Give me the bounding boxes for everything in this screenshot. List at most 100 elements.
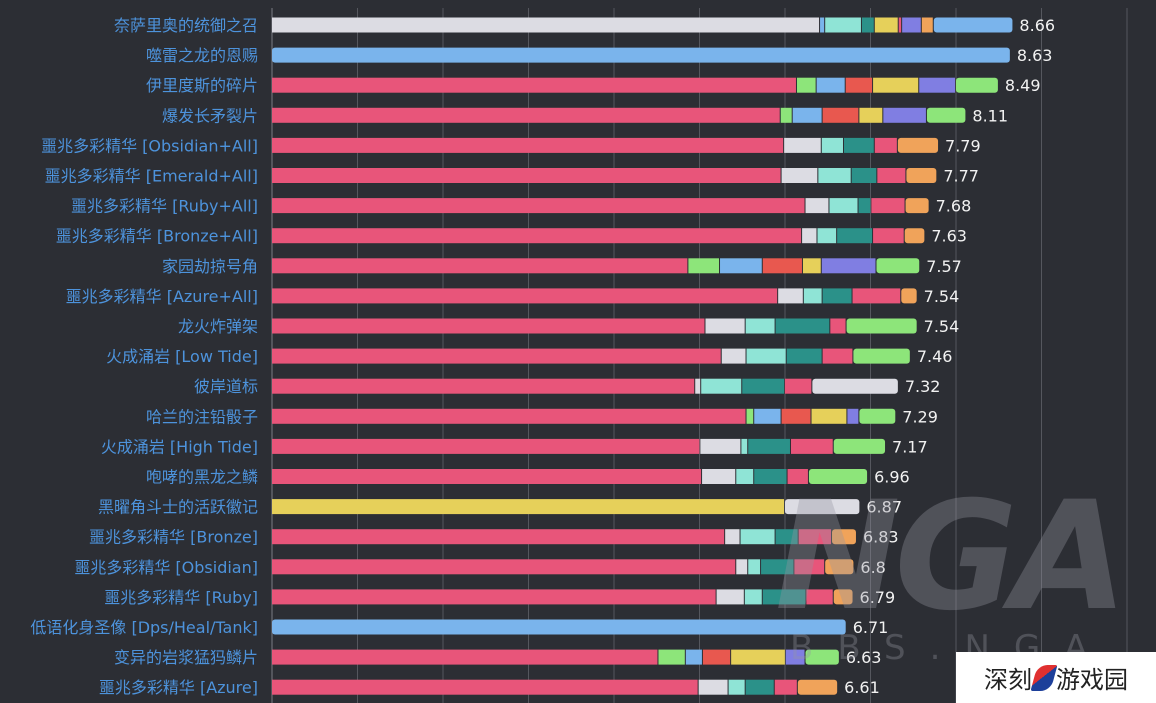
category-label: 噩兆多彩精华 [Bronze] [89, 528, 258, 547]
bar-segment [859, 408, 896, 424]
bar-segment [816, 77, 845, 93]
bar-segment [721, 348, 746, 364]
bar-segment [956, 77, 998, 93]
bar-segment [272, 529, 725, 545]
bar-segment [272, 288, 778, 304]
bar-segment [798, 529, 832, 545]
value-label: 8.66 [1019, 16, 1055, 35]
bar-segment [785, 378, 812, 394]
bar-segment [874, 137, 897, 153]
bar-segment [774, 679, 797, 695]
category-label: 奈萨里奥的统御之召 [114, 16, 258, 35]
logo-text-right: 游戏园 [1056, 666, 1128, 694]
bar-segment [787, 469, 808, 484]
bar-segment [817, 228, 837, 244]
value-label: 7.54 [924, 287, 960, 306]
bar-segment [272, 107, 780, 123]
bar-segment [830, 318, 846, 334]
bar-segment [797, 679, 838, 695]
bar-segment [822, 348, 853, 364]
bar-segment [272, 168, 781, 183]
bar-segment [272, 649, 658, 665]
value-label: 7.57 [926, 257, 962, 276]
bar-segment [775, 529, 798, 545]
bar-segment [272, 77, 796, 93]
bar-segment [272, 228, 802, 244]
category-label: 家园劫掠号角 [162, 257, 258, 276]
bar-segment [736, 559, 748, 575]
category-label: 噩兆多彩精华 [Ruby] [104, 588, 258, 607]
bar-segment [818, 168, 851, 183]
bar-segment [873, 77, 919, 93]
value-label: 8.11 [972, 106, 1008, 125]
bar-segment [740, 529, 775, 545]
bar-segment [658, 649, 685, 665]
category-label: 咆哮的黑龙之鳞 [146, 468, 258, 487]
bar-segment [744, 589, 762, 605]
bar-segment [805, 649, 839, 665]
bar-segment [833, 589, 853, 605]
bar-segment [695, 378, 701, 394]
bar-segment [761, 559, 794, 575]
bar-segment [897, 137, 939, 153]
category-label: 爆发长矛裂片 [162, 106, 258, 125]
bar-segment [785, 499, 860, 515]
bar-segment [919, 77, 955, 93]
bar-segment [731, 649, 785, 665]
bar-segment [802, 258, 821, 274]
category-label: 哈兰的注铅骰子 [146, 407, 258, 426]
bar-segment [871, 198, 905, 214]
bar-segment [702, 649, 731, 665]
bar-segment [716, 589, 744, 605]
bar-segment [898, 17, 902, 33]
bar-segment [883, 107, 926, 123]
bar-segment [837, 228, 873, 244]
bar-segment [794, 559, 825, 575]
bar-segment [825, 559, 854, 575]
bar-segment [790, 438, 833, 454]
bar-segment [728, 679, 745, 695]
bar-segment [272, 17, 820, 33]
bar-segment [851, 168, 877, 183]
category-label: 噩兆多彩精华 [Bronze+All] [56, 227, 258, 246]
bar-segment [272, 438, 700, 454]
bar-segment [778, 288, 803, 304]
bar-segment [811, 408, 847, 424]
category-label: 噬雷之龙的恩赐 [146, 46, 258, 65]
bar-segment [720, 258, 762, 274]
bar-segment [861, 17, 874, 33]
bar-segment [808, 469, 868, 484]
bar-segment [272, 137, 784, 153]
bar-segment [843, 137, 874, 153]
bar-segment [745, 318, 775, 334]
bar-segment [901, 288, 917, 304]
bar-segment [272, 559, 736, 575]
bar-segment [700, 438, 741, 454]
bar-segment [272, 258, 688, 274]
category-label: 火成涌岩 [High Tide] [101, 437, 258, 456]
bar-segment [754, 469, 787, 484]
bar-segment [846, 318, 917, 334]
bar-segment [805, 198, 829, 214]
bar-segment [272, 378, 695, 394]
value-label: 7.32 [905, 377, 941, 396]
value-label: 6.61 [844, 678, 880, 697]
category-label: 噩兆多彩精华 [Azure] [99, 678, 258, 697]
bar-segment [272, 619, 846, 635]
value-label: 6.83 [863, 528, 899, 547]
bar-segment [272, 408, 746, 424]
bar-segment [921, 17, 933, 33]
bar-segment [746, 348, 786, 364]
bar-segment [874, 17, 898, 33]
bar-segment [796, 77, 816, 93]
bar-segment [781, 408, 811, 424]
value-label: 7.29 [902, 407, 938, 426]
bar-segment [829, 198, 858, 214]
bar-segment [853, 348, 910, 364]
bar-segment [802, 228, 817, 244]
bar-segment [784, 137, 821, 153]
bar-segment [705, 318, 745, 334]
bar-segment [822, 107, 859, 123]
value-label: 7.46 [917, 347, 953, 366]
